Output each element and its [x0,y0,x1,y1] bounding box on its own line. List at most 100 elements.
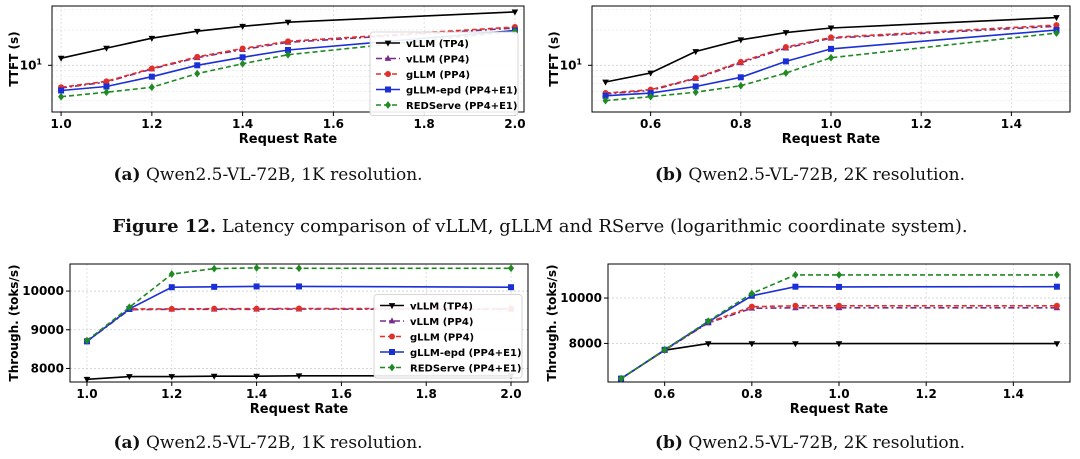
plot-frame [51,5,525,113]
chart-ttft-1k: 1.0 1.2 1.4 1.6 1.8 2.0 101 Request Rate TTFT (s… [7,5,526,147]
data-point [792,270,799,279]
legend-entry: gLLM (PP4) [380,333,474,344]
legend-entry: gLLM-epd (PP4+E1) [376,86,518,97]
chart-throughput-1k: 1.0 1.2 1.4 1.6 1.8 2.0 8000 9000 10000 Request R… [7,263,529,417]
x-tick-label: 1.0 [820,117,841,131]
data-point [508,264,515,273]
chart-ttft-2k: 0.6 0.8 1.0 1.2 1.4 101 Request Rate TTFT (s) [547,5,1071,147]
legend-label: gLLM (PP4) [410,333,474,344]
legend-entry: REDServe (PP4+E1) [380,364,521,375]
data-point [210,373,218,380]
legend-entry: vLLM (PP4) [380,317,473,328]
data-point [148,73,155,80]
data-point [737,81,744,90]
y-axis-label: Through. (toks/s) [7,265,21,382]
legend-label: gLLM-epd (PP4+E1) [410,348,522,359]
legend-entry: gLLM-epd (PP4+E1) [380,348,522,359]
data-point [83,336,90,345]
x-tick-label: 0.6 [640,117,661,131]
data-point [692,83,699,90]
data-point [836,283,842,290]
data-point [1053,270,1060,279]
data-point [647,70,654,77]
legend-marker [385,86,391,93]
legend-marker [389,349,395,355]
data-point [239,45,246,52]
data-point [692,49,700,56]
data-point [836,302,842,309]
legend-label: vLLM (TP4) [406,39,469,50]
legend-entry: vLLM (TP4) [376,39,469,50]
legend-box [373,294,523,379]
data-point [1053,22,1060,29]
data-point [168,270,175,278]
data-point [1053,29,1060,38]
x-tick-label: 1.2 [141,117,162,131]
y-tick-label: 9000 [31,323,64,337]
data-point [58,92,65,101]
grid [608,264,1070,382]
y-tick-label: 8000 [569,336,602,350]
data-point [211,264,218,273]
data-point [508,284,515,291]
data-point [748,341,756,348]
x-tick-label: 1.4 [246,387,267,401]
x-tick-label: 1.4 [232,117,253,131]
legend-marker [389,363,395,372]
legend-label: vLLM (PP4) [406,55,469,66]
y-axis-label: TTFT (s) [7,31,21,86]
data-point [103,45,110,52]
x-axis-label: Request Rate [250,402,349,417]
data-point [296,305,302,312]
data-point [168,305,175,312]
data-point [828,34,834,41]
data-point [792,341,799,348]
data-point [58,87,65,94]
series-vllm-tp4 [57,9,519,62]
data-point [782,58,789,65]
legend-entry: gLLM (PP4) [376,70,470,81]
data-point [253,263,260,272]
data-point [103,83,110,90]
series-redserve-pp4-e1 [618,270,1060,383]
data-point [211,283,218,290]
data-point [296,283,302,290]
series-line [620,274,1057,380]
legend-marker [389,333,395,340]
data-point [126,303,133,312]
data-point [253,283,260,290]
data-point [194,69,201,78]
chart-throughput-2k: 0.6 0.8 1.0 1.2 1.4 8000 10000 Request Rate Thro… [545,263,1071,417]
x-tick-label: 1.2 [916,387,937,401]
legend: vLLM (TP4) vLLM (PP4) gLLM (PP4) gLLM-epd (… [373,294,523,379]
data-point [296,264,302,273]
data-point [168,284,175,291]
x-tick-label: 2.0 [504,117,525,131]
data-point [194,62,201,69]
captions-layer: (a) Qwen2.5-VL-72B, 1K resolution. (b) Q… [112,165,967,453]
caption-ttft-1k: (a) Qwen2.5-VL-72B, 1K resolution. [113,165,422,185]
caption-ttft-2k: (b) Qwen2.5-VL-72B, 2K resolution. [655,165,965,185]
data-point [126,374,133,381]
data-point [828,45,834,52]
series-vllm-tp4 [602,15,1060,86]
data-point [748,289,755,298]
data-point [285,38,291,45]
x-tick-label: 1.4 [1001,117,1022,131]
data-point [103,78,110,85]
y-axis-label: TTFT (s) [547,31,561,86]
data-point [737,58,744,65]
data-point [148,65,155,72]
x-tick-label: 0.8 [730,117,751,131]
data-point [253,305,260,312]
data-point [148,35,156,42]
legend-marker [385,71,391,77]
data-point [284,19,292,26]
data-point [239,54,246,61]
data-point [792,302,799,309]
y-axis-label: Through. (toks/s) [545,265,559,382]
data-point [239,59,246,68]
x-tick-label: 1.0 [76,387,97,401]
x-tick-label: 1.6 [331,387,352,401]
